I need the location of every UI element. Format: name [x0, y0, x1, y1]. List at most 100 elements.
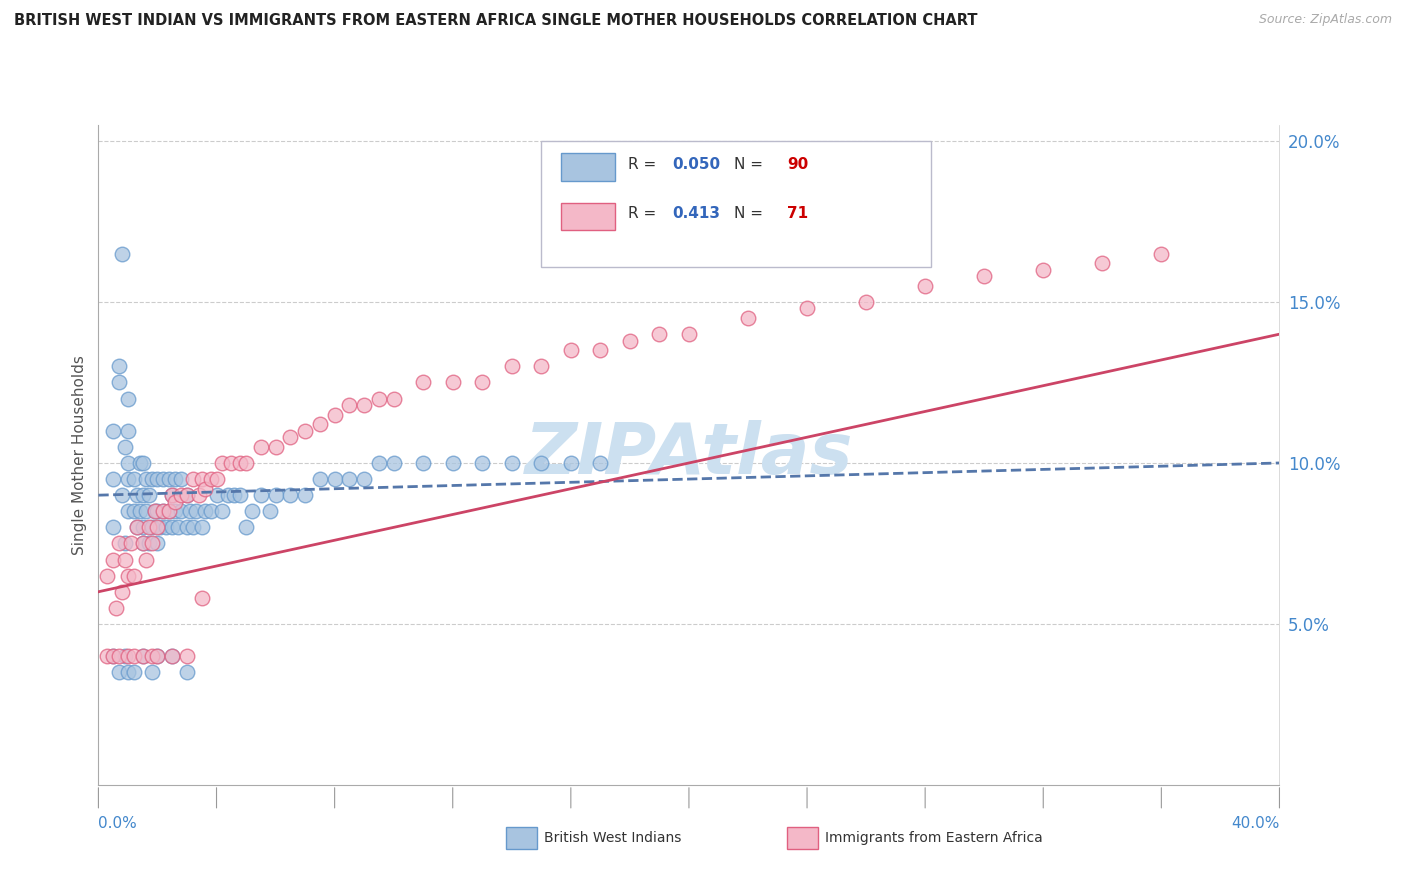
Point — [146, 504, 169, 518]
Point — [149, 520, 172, 534]
Point — [170, 488, 193, 502]
Point — [108, 665, 131, 680]
Point — [205, 472, 228, 486]
Point — [125, 488, 148, 502]
Point — [471, 456, 494, 470]
Point — [264, 440, 287, 454]
Point — [382, 392, 405, 406]
Point — [323, 408, 346, 422]
Point — [240, 504, 263, 518]
Point — [412, 376, 434, 390]
Point — [117, 392, 139, 406]
Point — [117, 424, 139, 438]
Point — [132, 488, 155, 502]
Point — [412, 456, 434, 470]
Bar — [561, 202, 614, 230]
Point — [132, 649, 155, 664]
Point — [235, 456, 257, 470]
Point — [141, 649, 163, 664]
Point — [114, 552, 136, 566]
Point — [250, 440, 273, 454]
Point — [114, 440, 136, 454]
Text: British West Indians: British West Indians — [544, 831, 682, 845]
Point — [501, 456, 523, 470]
Point — [162, 488, 183, 502]
Point — [200, 472, 222, 486]
Point — [146, 520, 169, 534]
Point — [157, 504, 180, 518]
Point — [259, 504, 281, 518]
Text: R =: R = — [627, 157, 661, 172]
Point — [353, 398, 375, 412]
Point — [235, 520, 257, 534]
Point — [382, 456, 405, 470]
Point — [138, 520, 160, 534]
Point — [191, 520, 214, 534]
Point — [108, 536, 131, 550]
Point — [678, 327, 700, 342]
Point — [132, 456, 155, 470]
Point — [323, 472, 346, 486]
Text: Immigrants from Eastern Africa: Immigrants from Eastern Africa — [825, 831, 1043, 845]
Point — [560, 343, 582, 358]
Point — [135, 552, 157, 566]
Text: N =: N = — [734, 157, 768, 172]
Point — [143, 504, 166, 518]
Point — [337, 472, 360, 486]
Point — [211, 504, 233, 518]
Text: N =: N = — [734, 206, 768, 221]
Point — [368, 392, 391, 406]
Point — [132, 649, 155, 664]
Point — [96, 568, 118, 582]
Point — [165, 504, 187, 518]
Point — [264, 488, 287, 502]
Point — [108, 359, 131, 374]
Text: 0.050: 0.050 — [672, 157, 720, 172]
Point — [353, 472, 375, 486]
Point — [973, 269, 995, 284]
Point — [530, 359, 553, 374]
Point — [176, 665, 198, 680]
Point — [117, 472, 139, 486]
Point — [138, 488, 160, 502]
Point — [125, 520, 148, 534]
Point — [132, 536, 155, 550]
Point — [1150, 246, 1173, 260]
Point — [152, 504, 174, 518]
Point — [120, 536, 142, 550]
Point — [146, 472, 169, 486]
Point — [103, 424, 125, 438]
Point — [648, 327, 671, 342]
Point — [125, 520, 148, 534]
Point — [191, 591, 214, 606]
Point — [179, 504, 201, 518]
Point — [796, 301, 818, 316]
Point — [141, 520, 163, 534]
Point — [152, 504, 174, 518]
Point — [117, 504, 139, 518]
Point — [165, 494, 187, 508]
Point — [138, 536, 160, 550]
Point — [135, 504, 157, 518]
Point — [122, 665, 145, 680]
Text: 40.0%: 40.0% — [1232, 816, 1279, 831]
Point — [105, 600, 128, 615]
Point — [143, 504, 166, 518]
Point — [162, 488, 183, 502]
Point — [146, 649, 169, 664]
Text: 0.0%: 0.0% — [98, 816, 138, 831]
Point — [103, 472, 125, 486]
Point — [170, 504, 193, 518]
Point — [103, 552, 125, 566]
Y-axis label: Single Mother Households: Single Mother Households — [72, 355, 87, 555]
Point — [141, 536, 163, 550]
Point — [111, 584, 134, 599]
Point — [471, 376, 494, 390]
Point — [132, 520, 155, 534]
Point — [108, 376, 131, 390]
Point — [165, 472, 187, 486]
Point — [111, 246, 134, 260]
Point — [181, 520, 204, 534]
Point — [141, 472, 163, 486]
Point — [1032, 262, 1054, 277]
